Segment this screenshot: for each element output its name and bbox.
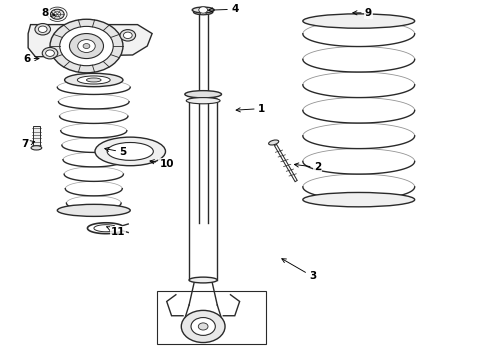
Text: 6: 6: [23, 54, 39, 64]
Circle shape: [199, 9, 206, 15]
Ellipse shape: [268, 140, 278, 145]
Circle shape: [54, 12, 61, 17]
Ellipse shape: [86, 78, 101, 82]
Ellipse shape: [64, 73, 122, 87]
Ellipse shape: [186, 98, 220, 104]
Text: 2: 2: [294, 162, 321, 172]
Ellipse shape: [95, 137, 165, 166]
Text: 5: 5: [104, 147, 126, 157]
Circle shape: [42, 48, 58, 59]
Circle shape: [198, 323, 207, 330]
Circle shape: [120, 30, 135, 41]
Text: 1: 1: [236, 104, 264, 113]
Ellipse shape: [107, 143, 153, 160]
Circle shape: [123, 32, 132, 39]
Circle shape: [69, 33, 103, 59]
Circle shape: [50, 19, 122, 73]
Bar: [33, 126, 40, 148]
Circle shape: [78, 40, 95, 53]
Text: 7: 7: [21, 139, 35, 149]
Ellipse shape: [302, 14, 414, 28]
Circle shape: [191, 318, 215, 336]
Circle shape: [45, 50, 54, 57]
Text: 11: 11: [106, 227, 125, 237]
Ellipse shape: [302, 193, 414, 207]
Ellipse shape: [184, 91, 221, 98]
Circle shape: [35, 23, 50, 35]
Text: 10: 10: [150, 159, 174, 169]
Text: 8: 8: [41, 8, 55, 18]
Polygon shape: [28, 24, 152, 57]
Ellipse shape: [77, 76, 110, 84]
Ellipse shape: [31, 146, 41, 150]
Circle shape: [83, 44, 90, 49]
Ellipse shape: [193, 9, 212, 15]
Ellipse shape: [189, 277, 217, 283]
Ellipse shape: [192, 7, 214, 13]
Ellipse shape: [189, 97, 217, 103]
Text: 4: 4: [208, 4, 238, 14]
Circle shape: [181, 310, 224, 342]
Ellipse shape: [57, 204, 130, 216]
Text: 3: 3: [281, 259, 316, 282]
Circle shape: [38, 26, 47, 32]
Ellipse shape: [196, 9, 209, 13]
Circle shape: [199, 7, 207, 13]
Circle shape: [60, 26, 113, 66]
Circle shape: [50, 9, 64, 19]
Text: 9: 9: [352, 8, 371, 18]
